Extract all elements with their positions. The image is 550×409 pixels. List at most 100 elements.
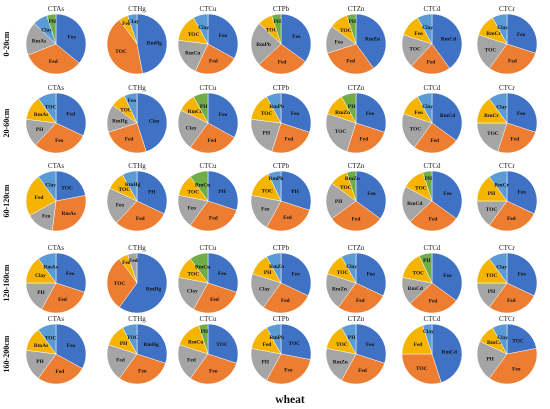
slice-label: PH: [37, 290, 45, 296]
pie-slice: [207, 13, 239, 59]
row-label: 160-200cm: [2, 335, 11, 372]
pie-slice: [108, 122, 147, 154]
slice-label: Feo: [292, 34, 301, 40]
pie-title: CTAs: [48, 5, 64, 13]
slice-label: Feo: [512, 367, 521, 373]
pie-slice: [177, 344, 209, 379]
slice-label: Feo: [366, 111, 375, 117]
slice-label: TOC: [340, 185, 352, 191]
slice-label: PH: [488, 191, 496, 197]
slice-label: Fed: [66, 112, 75, 118]
slice-label: RmCr: [487, 340, 502, 346]
slice-label: PH: [349, 19, 357, 25]
slice-label: Feo: [443, 191, 452, 197]
pie-slice: [55, 13, 87, 64]
pie-slice: [55, 92, 87, 137]
pie-slice: [417, 92, 433, 124]
pie-slice: [355, 92, 387, 133]
slice-label: RmCd: [407, 201, 422, 207]
pie-slice: [489, 200, 535, 232]
slice-label: RmHg: [125, 182, 141, 188]
pie-slice: [346, 13, 357, 45]
slice-label: Fed: [263, 342, 272, 348]
pie-slice: [194, 43, 235, 75]
slice-label: Fed: [207, 138, 216, 144]
pie-slice: [401, 325, 433, 355]
slice-label: PH: [335, 199, 343, 205]
slice-label: Feo: [517, 32, 526, 38]
pie-title: CTCu: [199, 315, 217, 323]
slice-label: RmPb: [269, 176, 284, 182]
slice-label: Clay: [187, 288, 198, 294]
pie-title: CTPb: [273, 5, 290, 13]
pie-title: CTCu: [199, 244, 217, 252]
pie-slice: [489, 348, 538, 385]
slice-label: PH: [36, 359, 44, 365]
slice-label: Clay: [35, 273, 46, 279]
slice-label: Clay: [198, 25, 209, 31]
slice-label: RmAs: [32, 39, 46, 45]
row-label: 60-120cm: [2, 184, 11, 217]
slice-label: Fed: [507, 216, 516, 222]
slice-label: Feo: [517, 111, 526, 117]
slice-label: Fed: [210, 297, 219, 303]
pie-slice: [271, 13, 282, 45]
slice-label: Feo: [219, 33, 228, 39]
pie-slice: [506, 252, 538, 297]
slice-label: Fed: [508, 59, 517, 65]
slice-label: RmZn: [333, 359, 348, 365]
slice-label: TOC: [216, 342, 228, 348]
slice-label: Fed: [285, 137, 294, 143]
pie-slice: [325, 273, 357, 308]
pie-slice: [266, 200, 310, 232]
slice-label: Feo: [68, 35, 77, 41]
pie-title: CTCd: [423, 315, 441, 323]
pie-title: CTHg: [128, 162, 146, 170]
slice-label: RmCr: [486, 31, 501, 37]
pie-slice: [38, 170, 57, 202]
slice-label: Clay: [423, 329, 434, 335]
slice-label: RmZn: [335, 110, 350, 116]
pie-slice: [51, 195, 87, 232]
slice-label: TOC: [289, 341, 301, 347]
slice-label: PH: [425, 176, 433, 182]
slice-label: PH: [200, 104, 208, 110]
slice-label: Fed: [116, 357, 125, 363]
slice-label: Fed: [209, 59, 218, 65]
slice-label: TOC: [486, 273, 498, 279]
pie-slice: [417, 13, 433, 45]
pie-slice: [280, 323, 312, 360]
pie-title: CTCd: [423, 244, 441, 252]
pie-title: CTCd: [423, 84, 441, 92]
pie-slice: [46, 13, 57, 45]
pie-slice: [136, 170, 168, 215]
pie-title: CTCd: [423, 5, 441, 13]
pie-slice: [122, 323, 138, 355]
pie-title: CTCr: [499, 84, 516, 92]
slice-label: TOC: [261, 111, 273, 117]
pie-slice: [193, 13, 209, 45]
slice-label: RmCu: [195, 264, 210, 270]
pie-slice: [414, 122, 457, 154]
pie-slice: [136, 323, 168, 364]
slice-label: Feo: [261, 206, 270, 212]
slice-label: Fed: [49, 59, 58, 65]
slice-label: Clay: [346, 264, 357, 270]
pie-title: CTZn: [348, 315, 365, 323]
pie-slice: [325, 183, 357, 219]
pie-title: CTAs: [48, 84, 64, 92]
slice-label: RmZn: [332, 286, 347, 292]
pie-slice: [401, 186, 433, 222]
slice-label: Feo: [517, 190, 526, 196]
pie-slice: [409, 282, 457, 314]
pie-slice: [35, 122, 84, 154]
slice-label: Fed: [429, 216, 438, 222]
pie-slice: [25, 176, 57, 216]
pie-slice: [177, 277, 209, 310]
pie-title: CTCu: [199, 84, 217, 92]
slice-label: Clay: [41, 27, 52, 33]
slice-label: Feo: [443, 273, 452, 279]
slice-label: TOC: [120, 108, 132, 114]
pie-slice: [123, 92, 138, 124]
pie-slice: [193, 282, 237, 314]
